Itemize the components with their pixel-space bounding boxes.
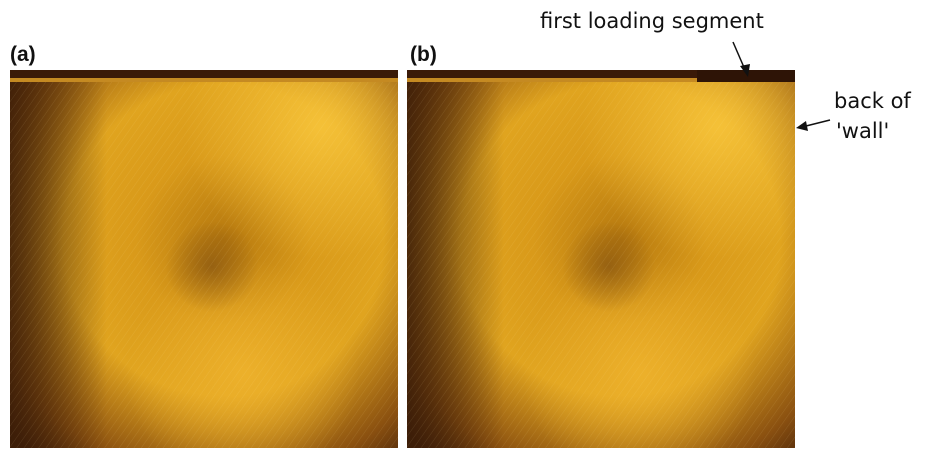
photo-b (407, 70, 795, 448)
panel-label: (b) (410, 43, 437, 66)
panel-label: (a) (10, 43, 36, 66)
annotation: 'wall' (836, 119, 889, 143)
arrow-head (796, 121, 808, 131)
figure: (a) (b) first loading segment back of 'w… (0, 0, 935, 448)
panel-b: (b) (407, 43, 795, 448)
panel-a: (a) (10, 43, 398, 448)
annotation: first loading segment (540, 9, 764, 33)
annotation: back of (834, 89, 911, 113)
photo-a (10, 70, 398, 448)
